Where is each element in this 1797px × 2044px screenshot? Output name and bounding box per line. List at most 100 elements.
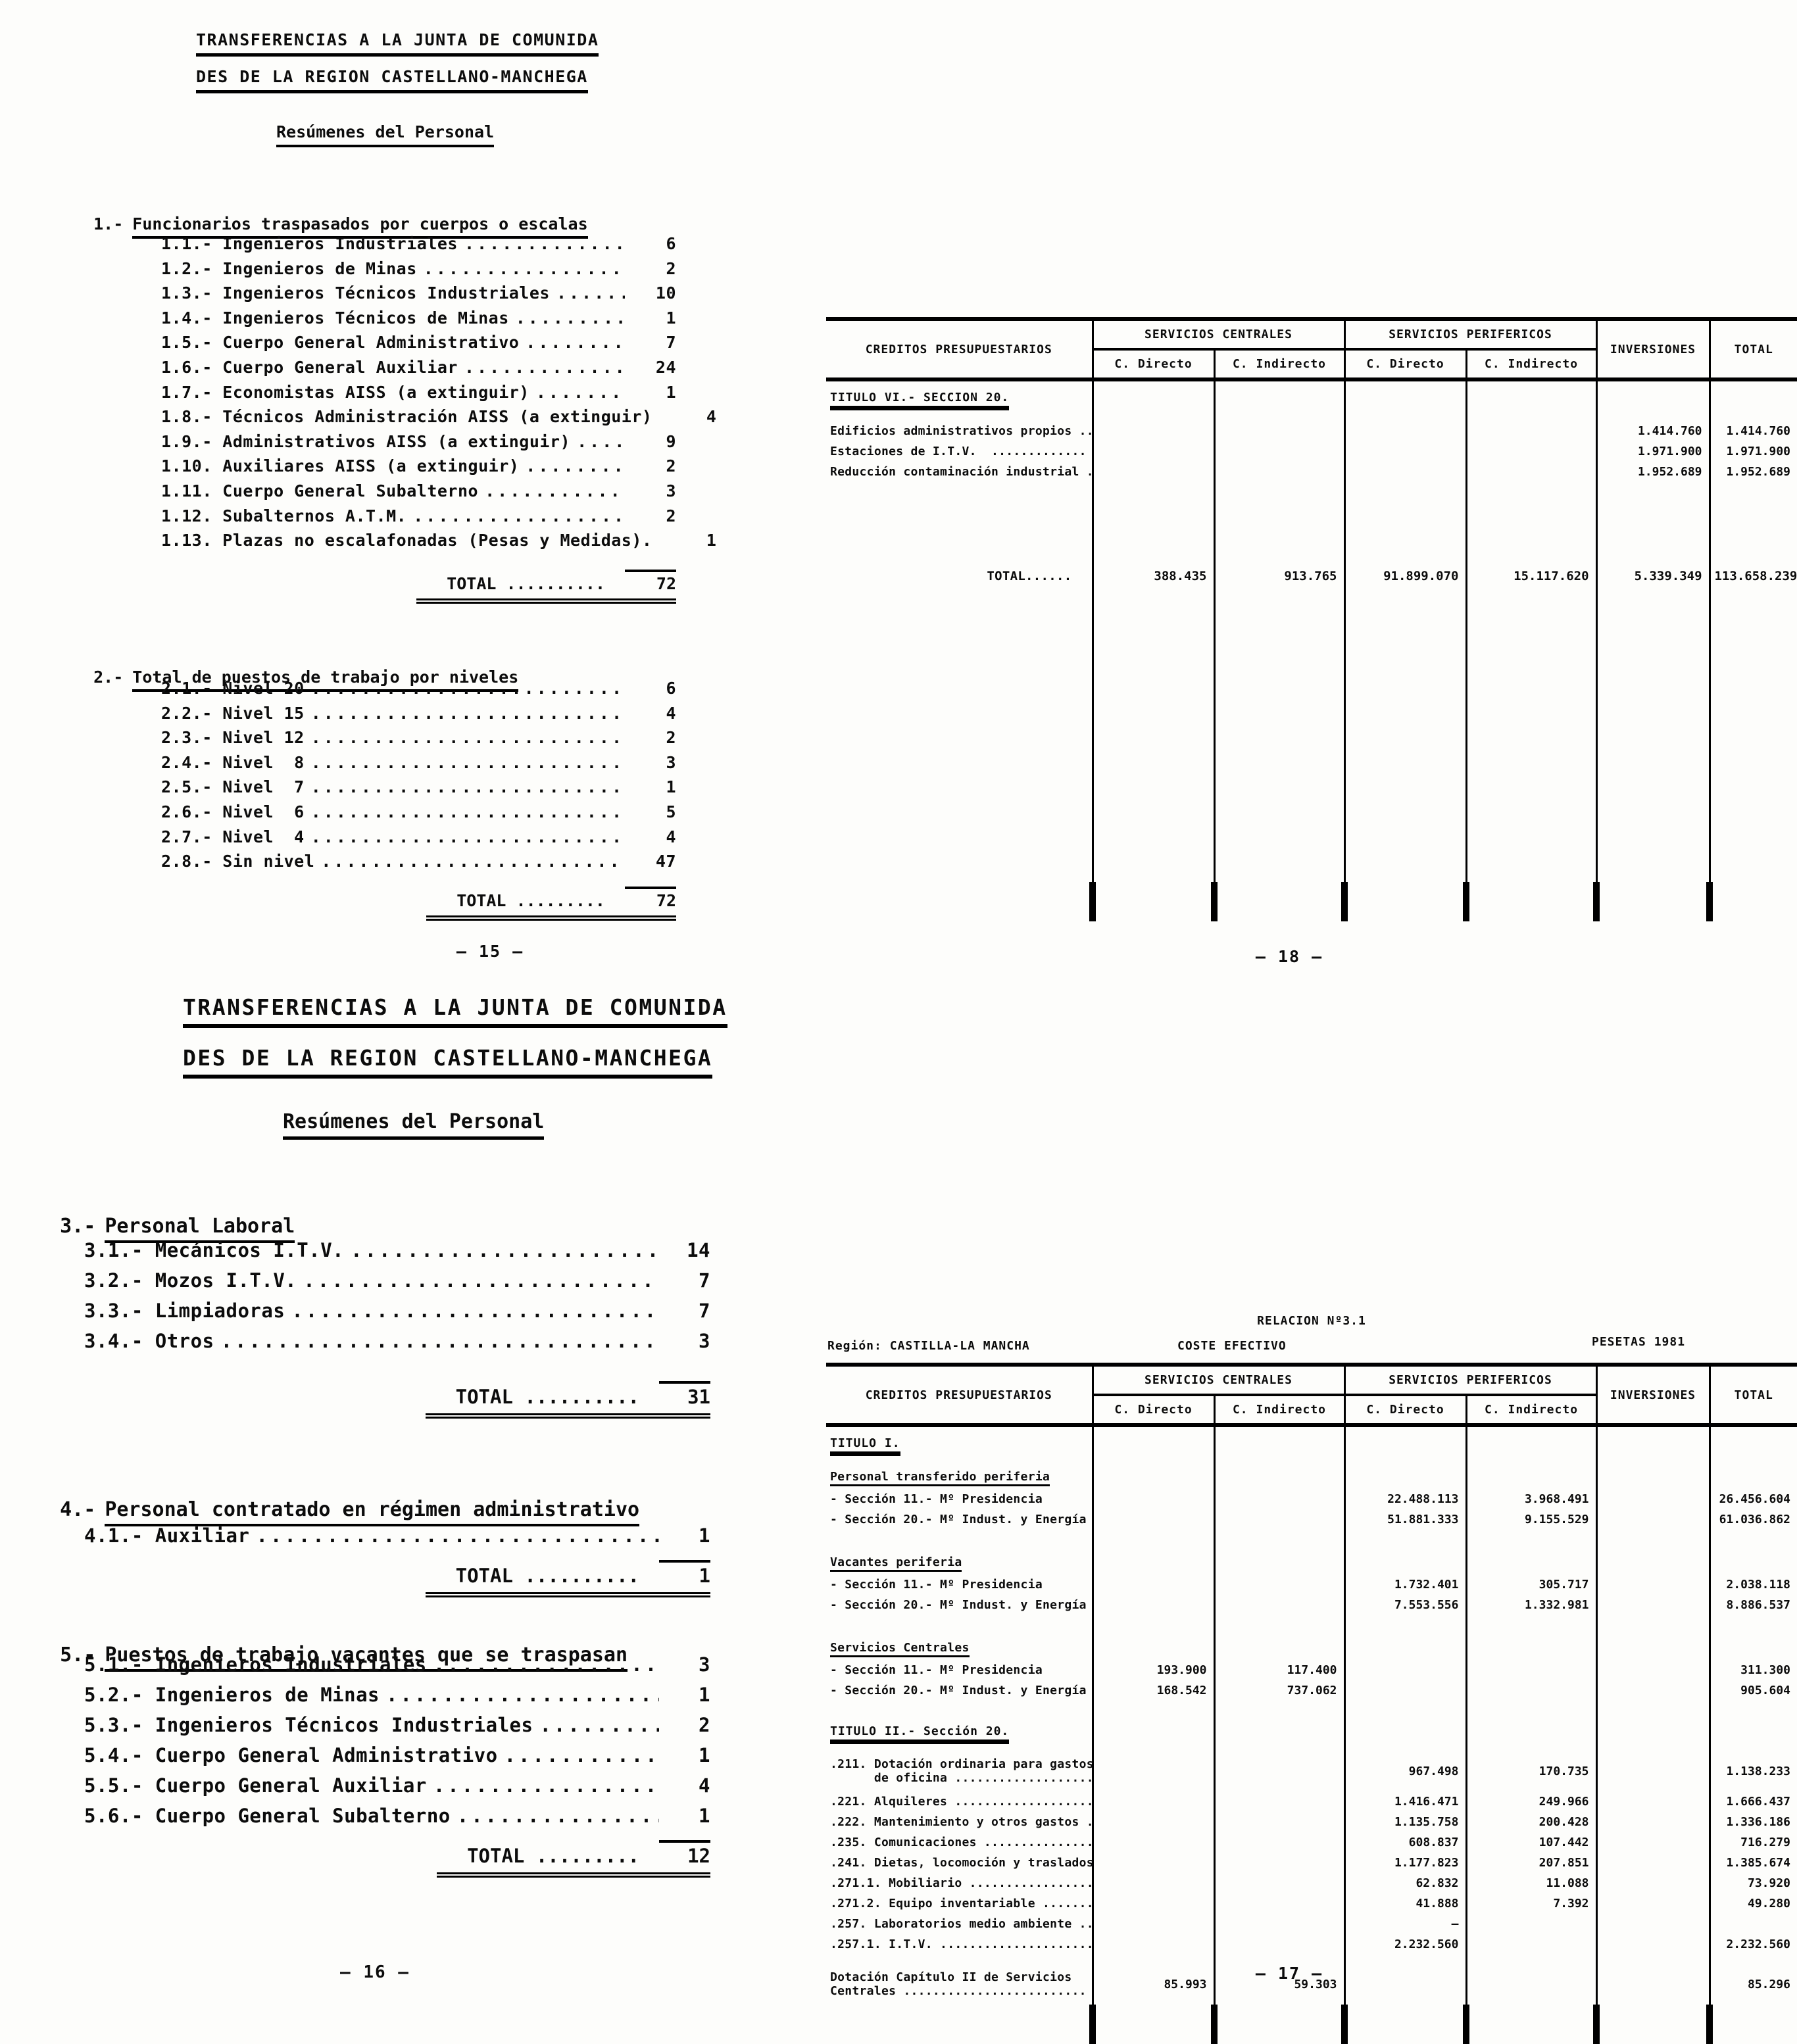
total-value: 72 [625, 887, 676, 910]
table-cell [1708, 1747, 1797, 1751]
table-cell: 1.138.233 [1708, 1751, 1797, 1791]
relacion-label: RELACION Nº3.1 [1257, 1314, 1366, 1328]
list-item: 1.5.- Cuerpo General Administrativo.....… [161, 333, 676, 358]
table-row [826, 482, 1797, 560]
item-label: 5.3.- Ingenieros Técnicos Industriales [84, 1714, 533, 1736]
item-label: 1.5.- Cuerpo General Administrativo [161, 333, 520, 353]
dot-leader: ........................................… [433, 1774, 659, 1797]
table-cell [1465, 1934, 1597, 1955]
table-row: Estaciones de I.T.V. ............. 1.971.… [826, 441, 1797, 462]
table-cell [1091, 1751, 1214, 1791]
table-row: Vacantes periferia [826, 1549, 1797, 1574]
list-item: 1.2.- Ingenieros de Minas...............… [161, 259, 676, 284]
item-value: 24 [655, 357, 676, 377]
table-cell [1343, 1464, 1466, 1489]
row-label [826, 1701, 1093, 1715]
section1-total: TOTAL .......... 72 [161, 570, 676, 604]
item-label: 1.3.- Ingenieros Técnicos Industriales [161, 283, 550, 303]
item-value: 7 [699, 1269, 710, 1292]
table-cell [1465, 413, 1597, 421]
table-row: .241. Dietas, locomoción y traslados 1.17… [826, 1853, 1797, 1873]
table-cell: 193.900 [1091, 1660, 1214, 1680]
table-cell: 41.888 [1343, 1893, 1466, 1914]
table-cell [1213, 1701, 1344, 1715]
row-label [826, 1615, 1093, 1635]
item-value: 1 [666, 777, 676, 797]
row-label: .241. Dietas, locomoción y traslados [830, 1856, 1093, 1870]
table-cell: 608.837 [1343, 1832, 1466, 1853]
item-label: 3.2.- Mozos I.T.V. [84, 1269, 297, 1292]
item-value: 10 [655, 283, 676, 303]
list-item: 2.6.- Nivel 6...........................… [161, 802, 676, 827]
item-value: 47 [655, 852, 676, 871]
item-label: 5.2.- Ingenieros de Minas [84, 1684, 380, 1706]
table-cell [1343, 1635, 1466, 1660]
row-label [826, 882, 1093, 921]
table-cell [1343, 1747, 1466, 1751]
table-cell: 3.968.491 [1465, 1489, 1597, 1509]
table-cell [1465, 1964, 1597, 2005]
section3-list: 3.1.- Mecánicos I.T.V...................… [84, 1239, 710, 1360]
table-cell [1465, 441, 1597, 462]
list-item: 2.7.- Nivel 4...........................… [161, 827, 676, 852]
list-item: 1.1.- Ingenieros Industriales...........… [161, 234, 676, 259]
table-row: .271.1. Mobiliario ................. 62.8… [826, 1873, 1797, 1893]
page16-title-block: TRANSFERENCIAS A LA JUNTA DE COMUNIDA DE… [183, 994, 727, 1096]
item-value: 1 [706, 531, 717, 550]
table-cell [1465, 1715, 1597, 1747]
table-cell [1091, 1934, 1214, 1955]
table-cell [1465, 1549, 1597, 1574]
table-cell [1595, 1595, 1710, 1615]
table-cell [1595, 413, 1710, 421]
table-cell [1091, 441, 1214, 462]
page16-subtitle: Resúmenes del Personal [283, 1110, 545, 1140]
dot-leader: ........................................… [535, 382, 625, 402]
table-cell [1595, 1964, 1710, 2005]
table-cell [1465, 421, 1597, 441]
table-cell [1706, 2005, 1797, 2044]
table-cell [1708, 1615, 1797, 1635]
table-cell [1595, 593, 1710, 882]
table-cell [1213, 482, 1344, 560]
page15-subtitle: Resúmenes del Personal [276, 122, 495, 147]
table-cell [1089, 882, 1214, 921]
row-label: .271.2. Equipo inventariable ....... [830, 1897, 1093, 1910]
table-cell [1343, 1459, 1466, 1464]
row-label: .271.1. Mobiliario ................. [830, 1876, 1093, 1890]
list-item: 3.1.- Mecánicos I.T.V...................… [84, 1239, 710, 1269]
table-header: CREDITOS PRESUPUESTARIOS SERVICIOS CENTR… [826, 1365, 1797, 1425]
table-cell [1213, 1549, 1344, 1574]
row-label [826, 2005, 1093, 2044]
table-cell [1595, 1459, 1710, 1464]
item-label: 1.8.- Técnicos Administración AISS (a ex… [161, 407, 652, 427]
table-cell [1465, 1425, 1597, 1459]
row-label: .221. Alquileres ................... [830, 1795, 1093, 1809]
table-cell [1595, 1425, 1710, 1459]
row-label: TITULO VI.- SECCION 20. [826, 379, 1093, 413]
table-row: - Sección 11.- Mº Presidencia 22.488.113 3… [826, 1489, 1797, 1509]
table-cell: 1.135.758 [1343, 1812, 1466, 1832]
list-item: 2.8.- Sin nivel.........................… [161, 852, 676, 877]
table-cell [1595, 1893, 1710, 1914]
list-item: 3.3.- Limpiadoras.......................… [84, 1300, 710, 1330]
item-value: 1 [666, 308, 676, 328]
table-cell [1595, 1489, 1710, 1509]
list-item: 1.8.- Técnicos Administración AISS (a ex… [161, 407, 716, 432]
dot-leader: ........................................… [351, 1239, 659, 1261]
header-c-directo: C. Directo [1343, 1395, 1466, 1425]
header-inversiones: INVERSIONES [1595, 319, 1710, 379]
table-row: .221. Alquileres ................... 1.41… [826, 1791, 1797, 1812]
total-label: TOTAL .......... [455, 1565, 639, 1587]
table-cell [1343, 1615, 1466, 1635]
table-cell [1091, 1853, 1214, 1873]
item-value: 2 [699, 1714, 710, 1736]
table-cell [1465, 593, 1597, 882]
item-label: 1.13. Plazas no escalafonadas (Pesas y M… [161, 531, 652, 550]
dot-leader: ........................................… [464, 357, 625, 377]
table-cell: 1.385.674 [1708, 1853, 1797, 1873]
table-cell [1708, 1530, 1797, 1549]
total-box: TOTAL .......... 72 [416, 570, 676, 604]
list-item: 2.5.- Nivel 7...........................… [161, 777, 676, 802]
table-cell [1213, 421, 1344, 441]
table-cell: 11.088 [1465, 1873, 1597, 1893]
